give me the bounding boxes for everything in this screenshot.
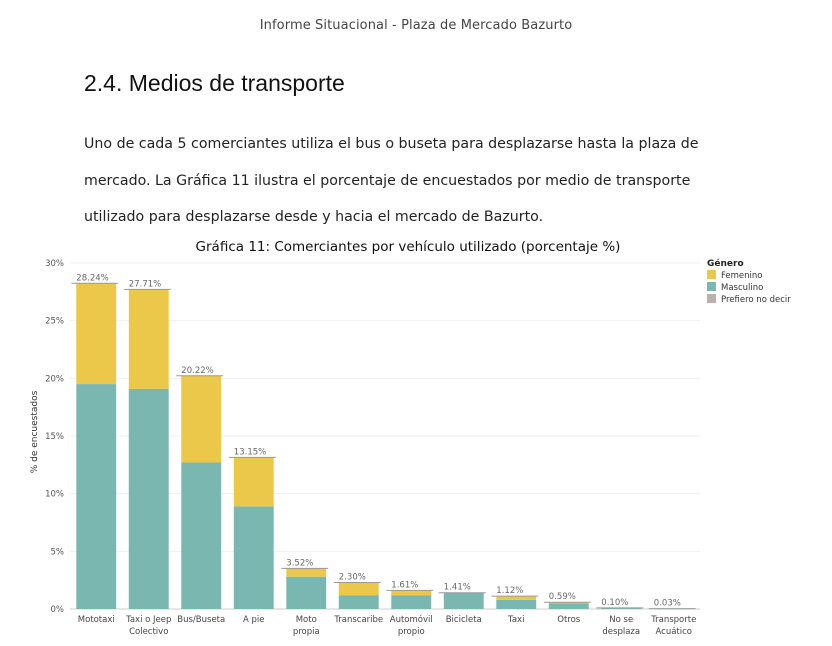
legend-title: Género (707, 258, 744, 269)
x-tick-label: A pie (243, 615, 265, 625)
x-tick-label: propio (398, 627, 425, 637)
body-paragraph: Uno de cada 5 comerciantes utiliza el bu… (84, 126, 724, 236)
total-data-label: 2.30% (339, 572, 366, 582)
total-data-label: 28.24% (76, 273, 108, 283)
x-tick-label: Taxi o Jeep (125, 615, 171, 625)
bar-segment-femenino (181, 375, 222, 463)
bar-segment-masculino (391, 595, 432, 609)
legend: Género Femenino Masculino Prefiero no deci… (707, 258, 791, 305)
total-data-label: 0.03% (654, 599, 681, 609)
legend-entry: Masculino (721, 283, 763, 293)
x-tick-label: Automóvil (390, 614, 433, 625)
total-data-label: 1.12% (496, 586, 523, 596)
total-data-label: 13.15% (234, 447, 266, 457)
x-tick-label: Transcaribe (333, 615, 383, 625)
bar-segment-femenino (338, 582, 379, 596)
bars: 28.24% 27.71% 20.22% 13.15% 3.52% 2.30% 1.61% 1… (71, 273, 696, 610)
total-data-label: 1.61% (391, 580, 418, 590)
paragraph-line: mercado. La Gráfica 11 ilustra el porcen… (84, 172, 691, 189)
x-tick-label: Acuático (655, 627, 692, 637)
bar-segment-masculino (233, 506, 274, 609)
section-title: 2.4. Medios de transporte (84, 70, 345, 96)
total-data-label: 20.22% (181, 366, 213, 376)
bar-segment-masculino (496, 599, 537, 609)
total-data-label: 0.10% (601, 598, 628, 608)
x-tick-labels: Mototaxi Taxi o Jeep Colectivo Bus/Buseta A … (78, 614, 697, 637)
y-tick-labels: 0% 5% 10% 15% 20% 25% 30% (45, 259, 64, 615)
x-tick-label: propia (293, 627, 320, 637)
bar-segment-masculino (338, 595, 379, 609)
total-data-label: 27.71% (129, 279, 161, 289)
total-data-label: 1.41% (444, 583, 471, 593)
bar-segment-masculino (443, 592, 484, 609)
x-tick-label: desplaza (602, 627, 640, 637)
x-tick-label: Mototaxi (78, 615, 115, 625)
y-tick-label: 10% (45, 490, 64, 500)
x-tick-label: Moto (296, 615, 317, 625)
legend-entry: Femenino (721, 271, 763, 281)
y-tick-label: 30% (45, 259, 64, 269)
y-tick-label: 25% (45, 317, 64, 327)
y-tick-label: 5% (51, 547, 65, 557)
bar-segment-femenino (76, 283, 117, 385)
bar-segment-femenino (286, 568, 327, 577)
legend-entry: Prefiero no decir (721, 295, 791, 305)
paragraph-line: Uno de cada 5 comerciantes utiliza el bu… (84, 136, 699, 152)
bar-segment-femenino (391, 590, 432, 596)
legend-swatch (707, 282, 716, 291)
bar-segment-femenino (233, 457, 274, 507)
bar-segment-masculino (548, 603, 589, 609)
bar-segment-masculino (286, 576, 327, 609)
y-axis-label: % de encuestados (30, 390, 40, 473)
x-tick-label: Bus/Buseta (177, 615, 225, 625)
bar-segment-masculino (181, 462, 222, 609)
x-tick-label: No se (609, 615, 633, 625)
bar-segment-masculino (128, 388, 169, 609)
bar-segment-femenino (496, 596, 537, 600)
y-tick-label: 20% (45, 374, 64, 384)
total-data-label: 3.52% (286, 558, 313, 568)
y-tick-label: 0% (51, 605, 65, 615)
total-data-label: 0.59% (549, 592, 576, 602)
x-tick-label: Transporte (650, 615, 696, 625)
grid-lines (70, 262, 700, 610)
bar-segment-femenino (128, 289, 169, 389)
paragraph-line: utilizado para desplazarse desde y hacia… (84, 209, 544, 225)
page-header: Informe Situacional - Plaza de Mercado B… (259, 18, 573, 33)
legend-swatch (707, 270, 716, 279)
bar-segment-femenino (548, 602, 589, 604)
bar-segment-masculino (601, 607, 642, 609)
x-tick-label: Colectivo (129, 627, 168, 637)
chart-title: Gráfica 11: Comerciantes por vehículo ut… (196, 239, 621, 255)
bar-segment-masculino (76, 384, 117, 609)
x-tick-label: Otros (557, 615, 581, 625)
y-tick-label: 15% (45, 432, 64, 442)
x-tick-label: Taxi (507, 615, 524, 625)
legend-swatch (707, 294, 716, 303)
x-tick-label: Bicicleta (446, 615, 482, 625)
